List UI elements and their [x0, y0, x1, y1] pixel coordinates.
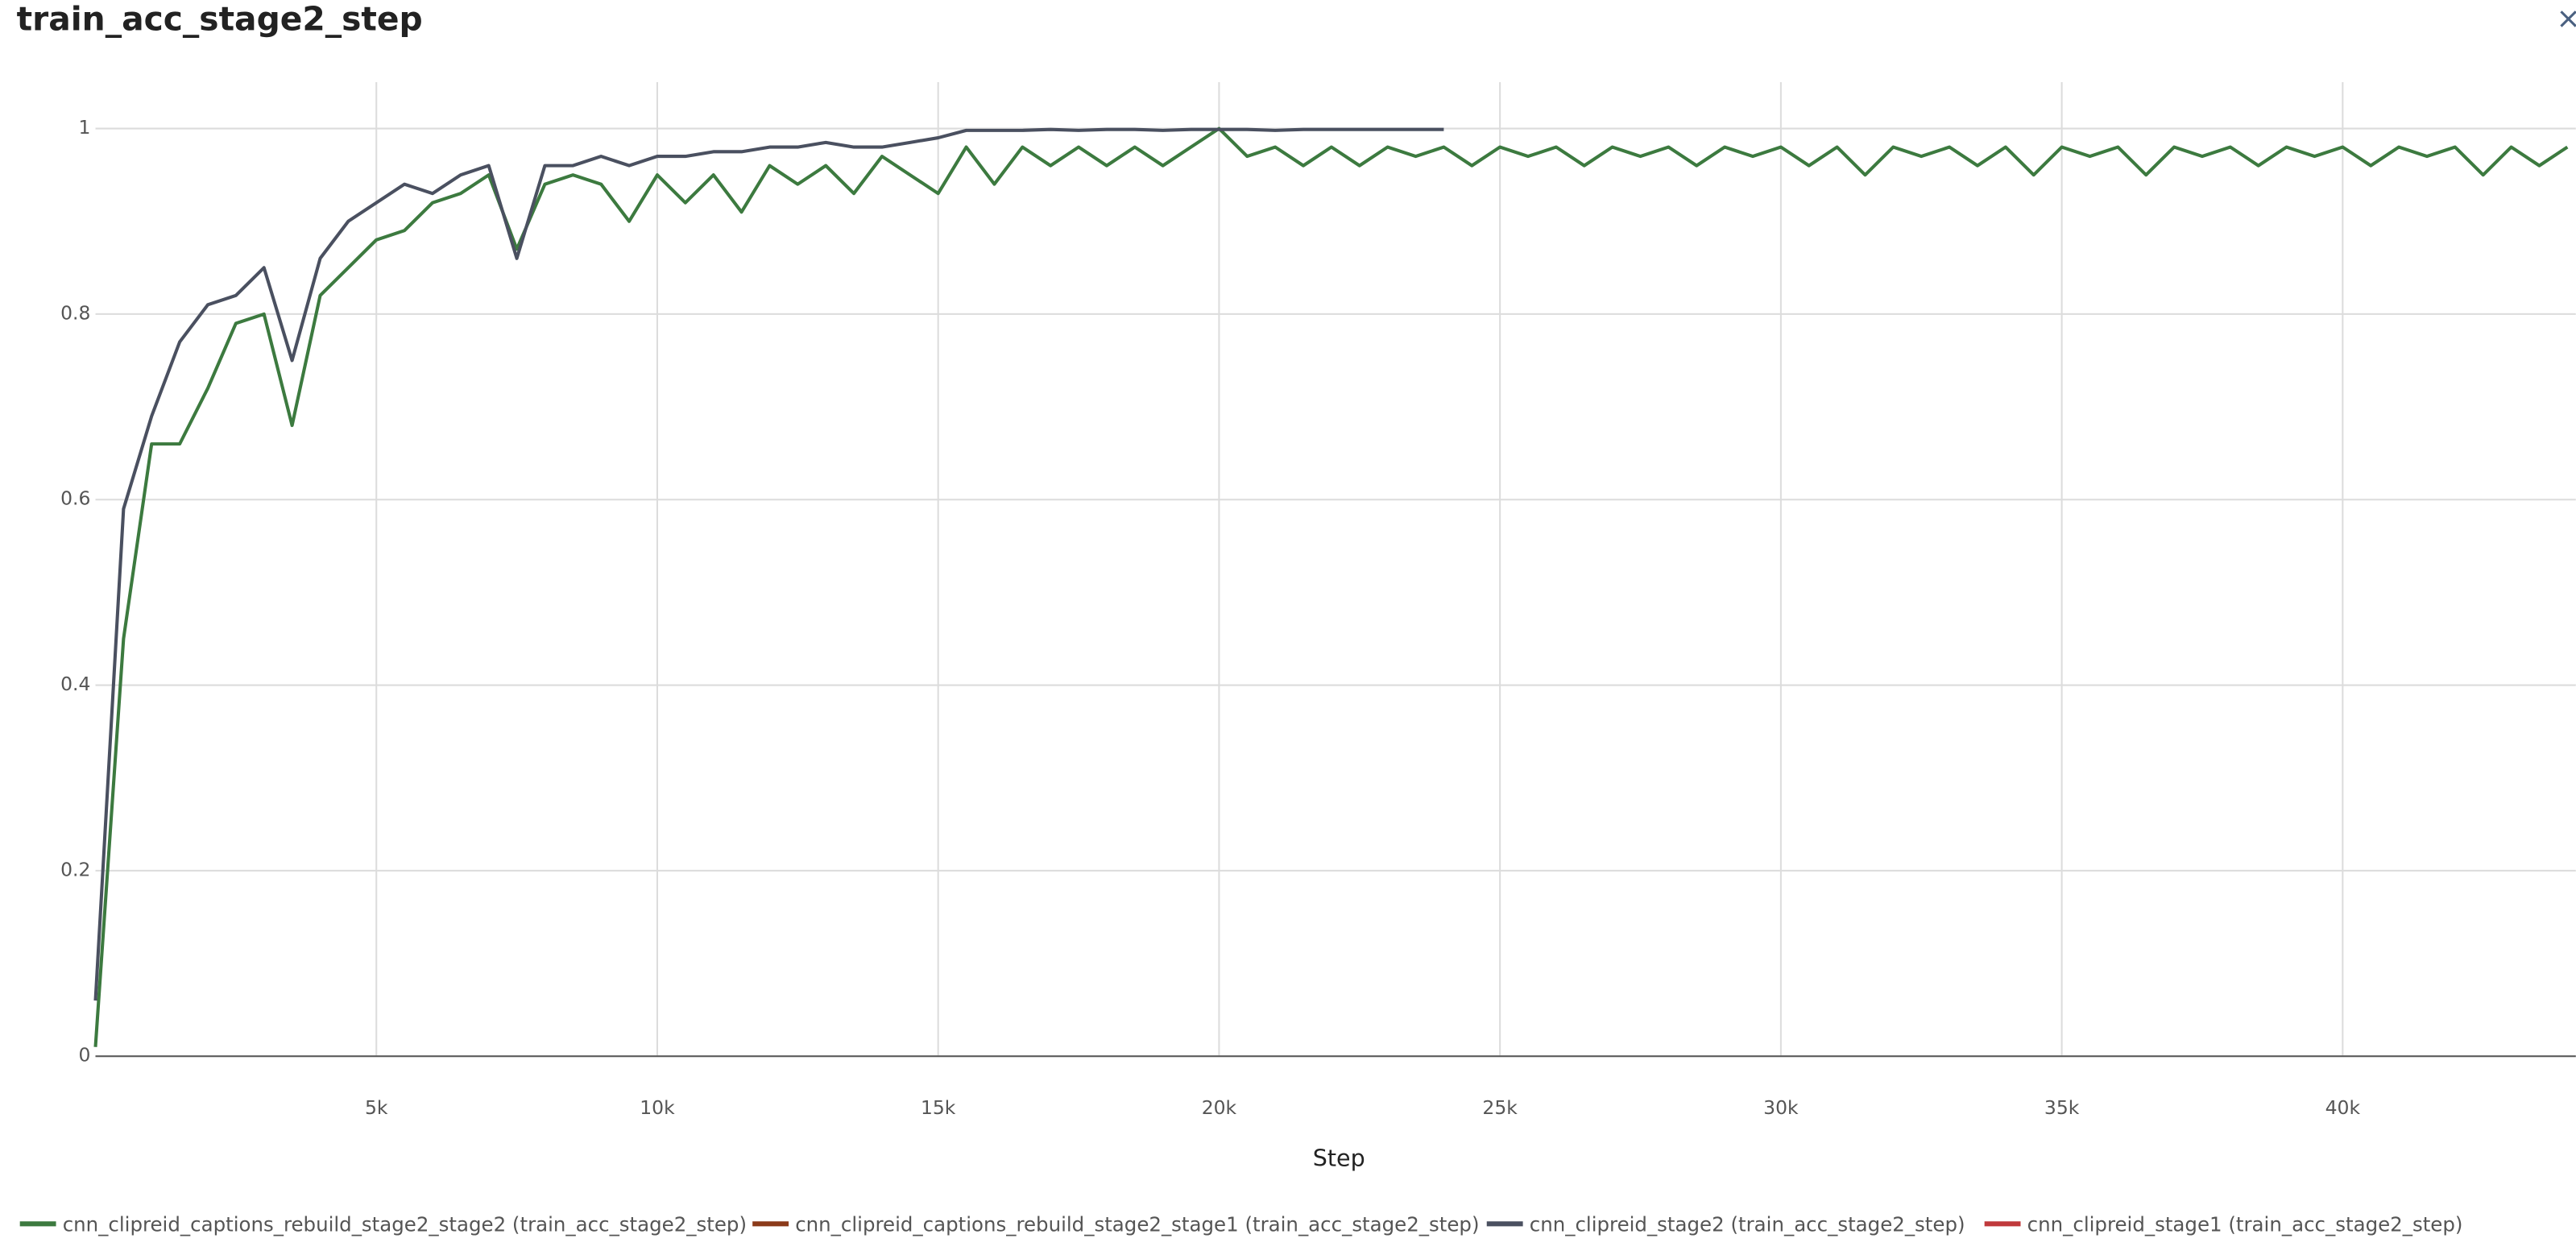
y-tick-label: 0.4 [60, 673, 90, 695]
x-tick-label: 40k [2325, 1096, 2361, 1119]
y-tick-label: 0.8 [60, 301, 90, 324]
x-tick-label: 10k [640, 1096, 675, 1119]
legend-label: cnn_clipreid_stage1 (train_acc_stage2_st… [2027, 1212, 2463, 1236]
legend-label: cnn_clipreid_captions_rebuild_stage2_sta… [795, 1212, 1479, 1236]
y-tick-label: 0 [78, 1044, 90, 1067]
chart-title: train_acc_stage2_step [17, 0, 423, 39]
y-tick-label: 1 [78, 116, 90, 139]
legend-item: cnn_clipreid_stage2 (train_acc_stage2_st… [1486, 1212, 1965, 1236]
y-tick-label: 0.2 [60, 858, 90, 880]
x-tick-label: 5k [365, 1096, 388, 1119]
x-tick-label: 30k [1763, 1096, 1799, 1119]
legend-item: cnn_clipreid_captions_rebuild_stage2_sta… [19, 1212, 747, 1236]
y-tick-label: 0.6 [60, 487, 90, 510]
x-tick-label: 15k [921, 1096, 956, 1119]
x-tick-label: 35k [2044, 1096, 2080, 1119]
series-line [93, 126, 2569, 1047]
x-tick-label: 20k [1202, 1096, 1237, 1119]
series-line [93, 127, 1444, 1001]
x-tick-label: 25k [1482, 1096, 1518, 1119]
legend-label: cnn_clipreid_captions_rebuild_stage2_sta… [63, 1212, 747, 1236]
legend-item: cnn_clipreid_stage1 (train_acc_stage2_st… [1984, 1212, 2463, 1236]
legend-label: cnn_clipreid_stage2 (train_acc_stage2_st… [1530, 1212, 1965, 1236]
close-button[interactable] [2560, 10, 2576, 27]
x-axis-label: Step [1313, 1145, 1365, 1172]
legend-item: cnn_clipreid_captions_rebuild_stage2_sta… [752, 1212, 1480, 1236]
